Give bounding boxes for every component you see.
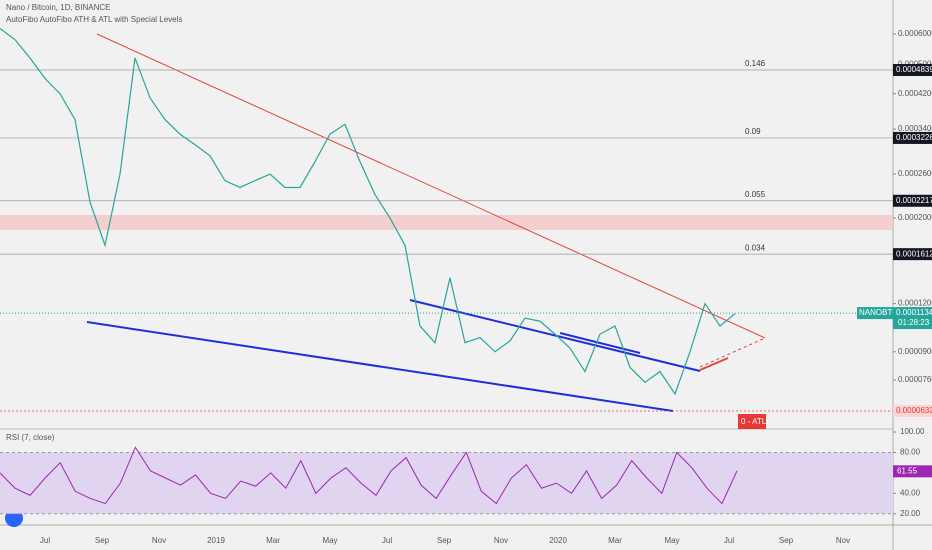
y-tick-label: 20.00: [900, 509, 921, 518]
price-label: 0.0004839: [896, 65, 932, 74]
price-tag: [893, 248, 932, 261]
price-line: [0, 28, 736, 396]
y-tick-label: 40.00: [900, 488, 921, 497]
x-tick-label: 2019: [207, 536, 225, 545]
x-tick-label: Sep: [779, 536, 794, 545]
price-label: 0.0001612: [896, 249, 932, 258]
price-tag: [893, 404, 932, 417]
countdown: 01:28:23: [898, 318, 930, 327]
x-tick-label: Jul: [724, 536, 734, 545]
x-tick-label: Sep: [95, 536, 110, 545]
x-tick-label: Mar: [266, 536, 280, 545]
trendline: [96, 33, 766, 339]
y-tick-label: 80.00: [900, 448, 921, 457]
rsi-last-label: 61.55: [897, 466, 918, 475]
legend-label: NANOBTC: [859, 308, 898, 317]
zone: [0, 215, 893, 230]
fib-tag: [738, 413, 766, 429]
x-tick-label: May: [664, 536, 679, 545]
x-tick-label: May: [322, 536, 337, 545]
fib-label: 0.09: [745, 127, 761, 136]
x-tick-label: 2020: [549, 536, 567, 545]
fib-label: 0.146: [745, 59, 766, 68]
fib-label: 0 - ATL: [741, 417, 767, 426]
rsi-tag: [893, 465, 932, 478]
price-tag: [893, 131, 932, 144]
x-tick-label: Nov: [836, 536, 850, 545]
trendline: [699, 357, 729, 371]
fib-label: 0.055: [745, 190, 766, 199]
price-label: 0.0001134: [896, 308, 932, 317]
y-tick-label: 100.00: [900, 427, 925, 436]
trendline: [559, 332, 641, 354]
price-tag: [893, 64, 932, 77]
x-tick-label: Mar: [608, 536, 622, 545]
title: Nano / Bitcoin, 1D, BINANCE: [6, 3, 110, 12]
price-tag: [893, 307, 932, 330]
price-label: 0.0003226: [896, 133, 932, 142]
price-label: 0.0000632: [896, 406, 932, 415]
rsi-title: RSI (7, close): [6, 433, 55, 442]
legend-tag: [857, 307, 893, 320]
x-tick-label: Jul: [382, 536, 392, 545]
fib-label: 0.034: [745, 243, 766, 252]
trendline: [86, 321, 674, 412]
price-tag: [893, 194, 932, 207]
price-label: 0.0002217: [896, 196, 932, 205]
x-tick-label: Nov: [494, 536, 508, 545]
x-tick-label: Sep: [437, 536, 452, 545]
rsi-line: [0, 446, 738, 505]
indicator: AutoFibo AutoFibo ATH & ATL with Special…: [6, 15, 182, 24]
x-tick-label: Jul: [40, 536, 50, 545]
x-tick-label: Nov: [152, 536, 166, 545]
